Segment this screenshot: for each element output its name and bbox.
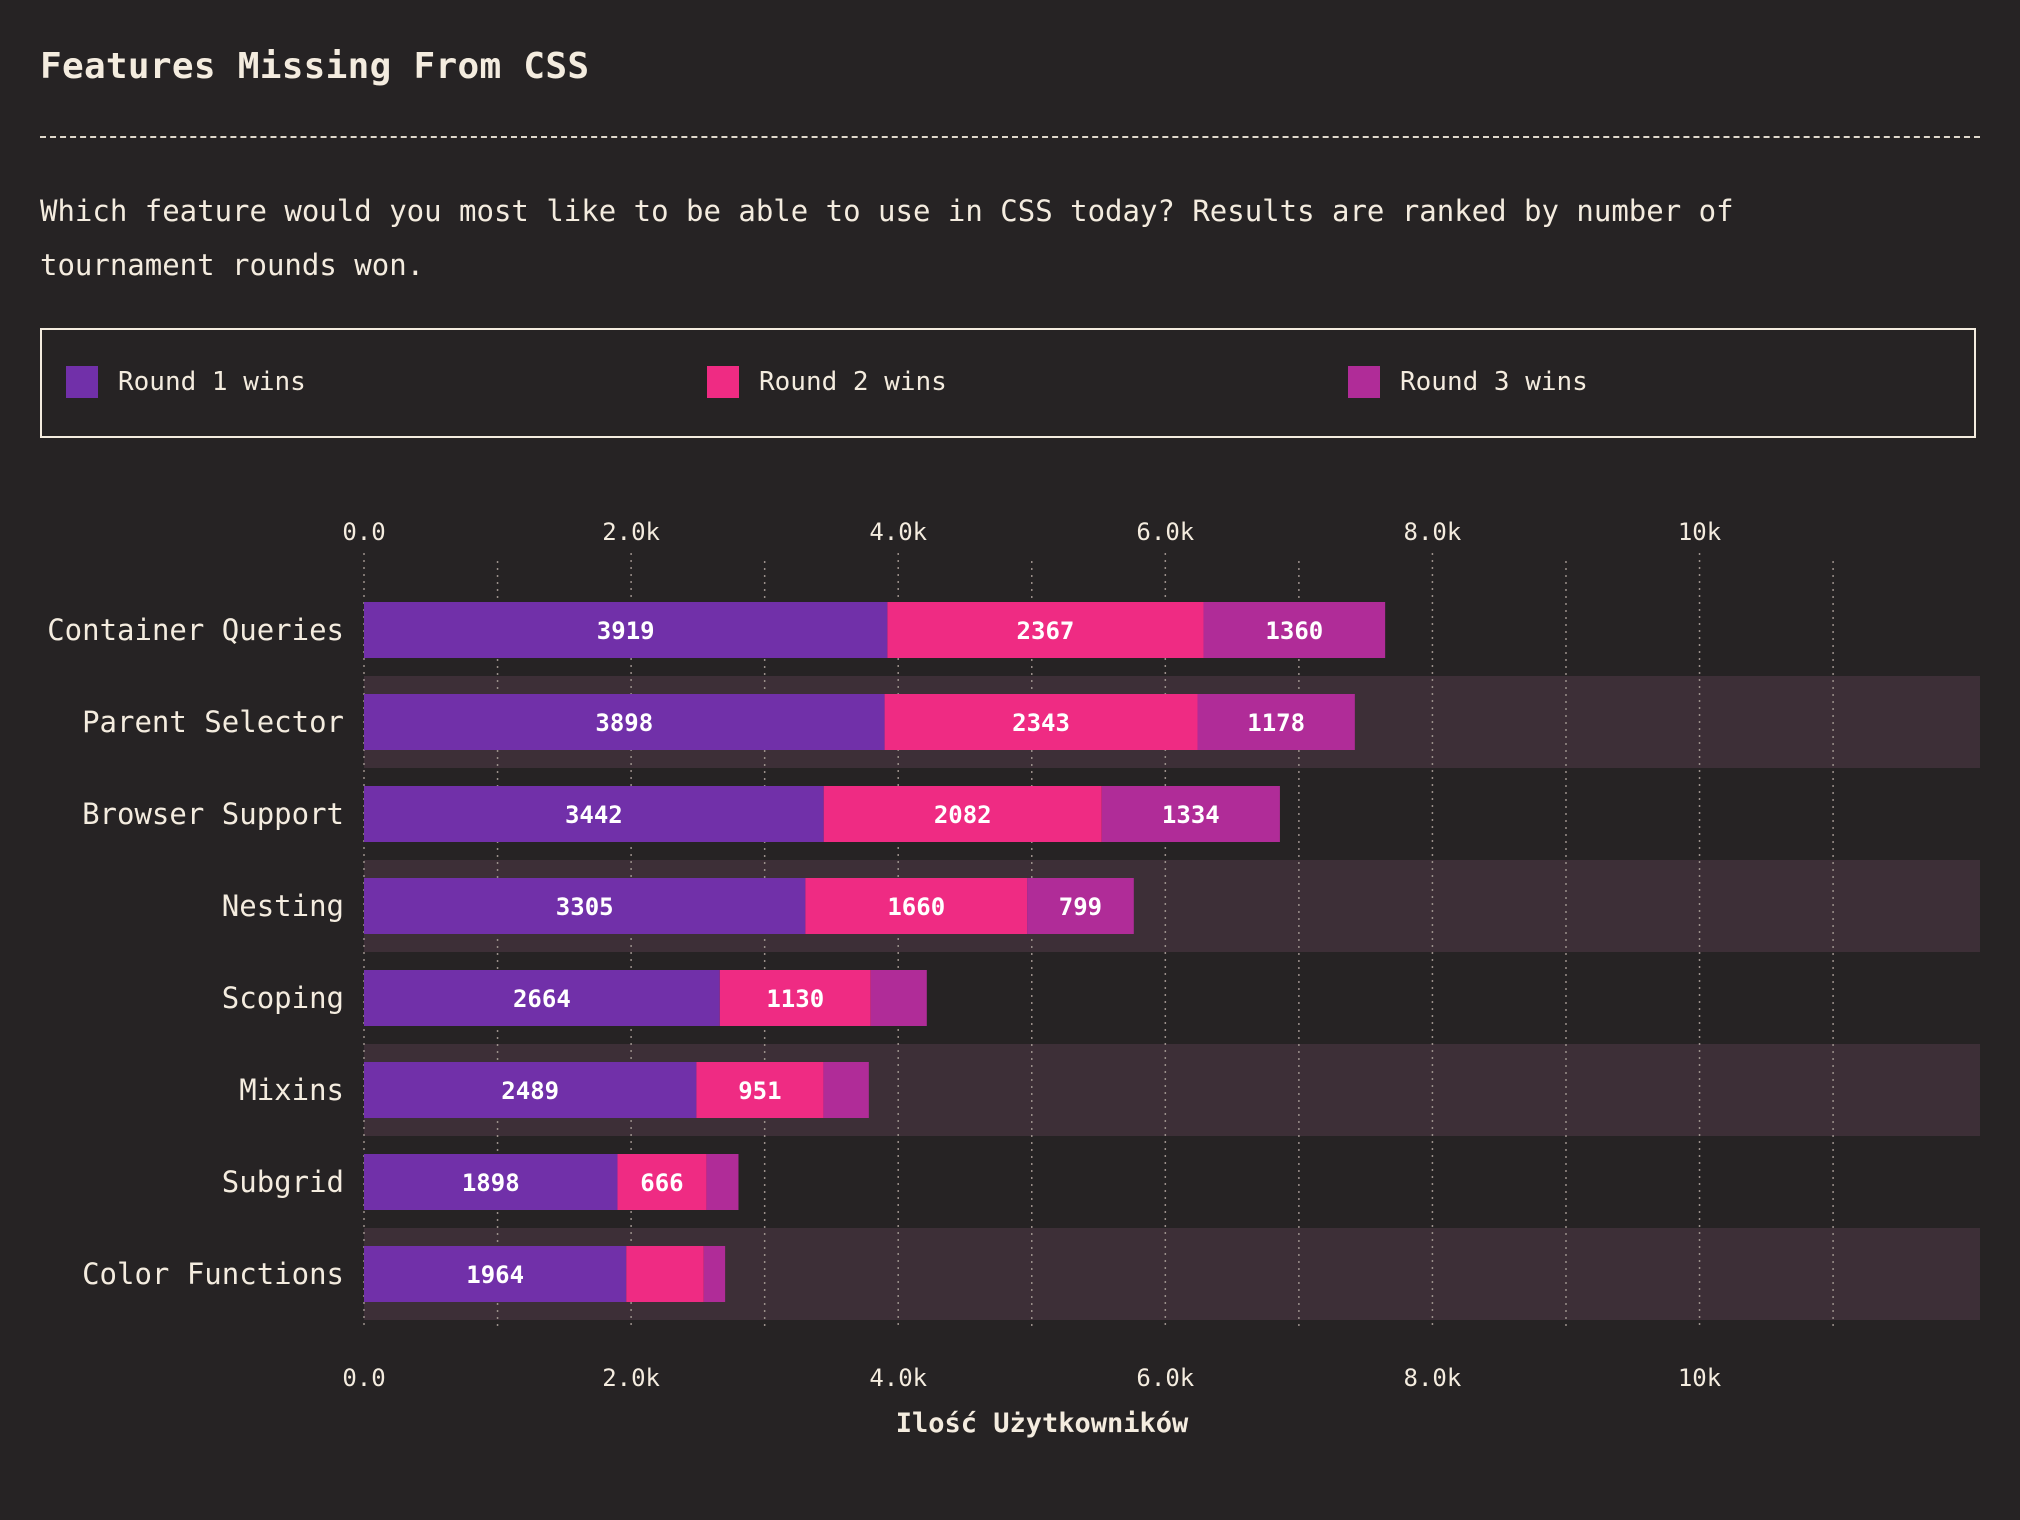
bar-value-label: 799 [1059,893,1102,921]
legend-swatch-round-2 [707,366,739,398]
bar-value-label: 2664 [513,985,571,1013]
page-title: Features Missing From CSS [40,46,590,87]
legend-swatch-round-1 [66,366,98,398]
category-label: Nesting [222,889,344,923]
category-label: Container Queries [47,613,344,647]
x-tick-label-bottom: 6.0k [1136,1364,1194,1392]
x-tick-label-bottom: 2.0k [602,1364,660,1392]
bar-value-label: 1334 [1162,801,1220,829]
x-tick-label-top: 10k [1678,518,1722,546]
x-tick-label-top: 6.0k [1136,518,1194,546]
bar-value-label: 1360 [1265,617,1323,645]
bar-segment-round-1 [364,1062,697,1118]
bar-segment-round-1 [364,602,888,658]
bar-segment-round-1 [364,970,720,1026]
legend-label-round-3: Round 3 wins [1400,367,1588,397]
bar-value-label: 2367 [1017,617,1075,645]
chart-subtitle: Which feature would you most like to be … [40,194,1734,282]
bar-segment-round-2 [719,970,871,1026]
legend: Round 1 wins Round 2 wins Round 3 wins [40,328,1976,438]
bar-segment-round-3 [703,1246,726,1302]
bar-segment-round-3 [1101,786,1280,842]
bar-segment-round-1 [364,1154,618,1210]
category-label: Parent Selector [82,705,344,739]
bar-value-label: 2343 [1012,709,1070,737]
bar-segment-round-2 [884,694,1198,750]
bar-value-label: 3898 [595,709,653,737]
x-tick-label-top: 2.0k [602,518,660,546]
bar-value-label: 1898 [462,1169,520,1197]
bar-value-label: 3305 [556,893,614,921]
x-tick-label-bottom: 4.0k [869,1364,927,1392]
legend-swatch-round-3 [1348,366,1380,398]
category-label: Browser Support [82,797,344,831]
bar-value-label: 666 [640,1169,683,1197]
bar-segment-round-1 [364,786,824,842]
legend-label-round-2: Round 2 wins [759,367,947,397]
x-tick-label-top: 0.0 [342,518,385,546]
x-tick-label-top: 4.0k [869,518,927,546]
bar-value-label: 2082 [934,801,992,829]
bar-segment-round-3 [1027,878,1134,934]
title-divider [40,136,1980,138]
bar-segment-round-3 [706,1154,739,1210]
bar-segment-round-3 [823,1062,869,1118]
bar-segment-round-1 [364,878,806,934]
bar-value-label: 2489 [501,1077,559,1105]
bar-value-label: 1660 [887,893,945,921]
bar-value-label: 951 [738,1077,781,1105]
category-label: Subgrid [222,1165,344,1199]
bar-segment-round-1 [364,1246,627,1302]
category-label: Mixins [239,1073,344,1107]
legend-item-round-2[interactable]: Round 2 wins [707,366,947,398]
bar-segment-round-2 [696,1062,824,1118]
legend-item-round-1[interactable]: Round 1 wins [66,366,306,398]
bar-segment-round-3 [1197,694,1355,750]
bar-value-label: 3919 [597,617,655,645]
bar-value-label: 1130 [766,985,824,1013]
x-tick-label-bottom: 0.0 [342,1364,385,1392]
category-label: Color Functions [82,1257,344,1291]
bar-value-label: 1178 [1247,709,1305,737]
bar-segment-round-1 [364,694,885,750]
legend-label-round-1: Round 1 wins [118,367,306,397]
legend-item-round-3[interactable]: Round 3 wins [1348,366,1588,398]
bar-segment-round-2 [823,786,1102,842]
bar-value-label: 3442 [565,801,623,829]
bar-segment-round-3 [870,970,927,1026]
x-tick-label-bottom: 10k [1678,1364,1722,1392]
x-tick-label-bottom: 8.0k [1404,1364,1462,1392]
bar-value-label: 1964 [466,1261,524,1289]
bar-segment-round-2 [617,1154,707,1210]
x-tick-label-top: 8.0k [1404,518,1462,546]
bar-segment-round-2 [805,878,1028,934]
bar-segment-round-3 [1203,602,1386,658]
category-label: Scoping [222,981,344,1015]
x-axis-title: Ilość Użytkowników [896,1408,1189,1439]
bar-segment-round-2 [626,1246,704,1302]
bar-segment-round-2 [887,602,1204,658]
